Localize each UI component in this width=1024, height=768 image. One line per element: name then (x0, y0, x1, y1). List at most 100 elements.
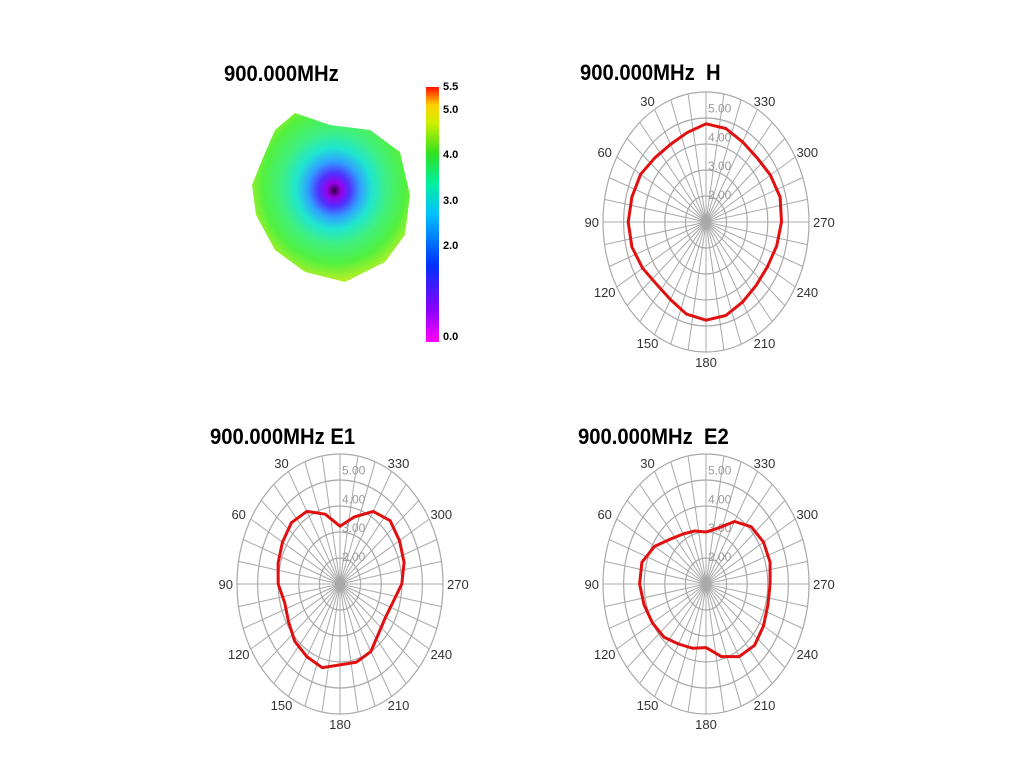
polar-spoke (705, 471, 758, 585)
radial-tick-label: 2.00 (708, 188, 732, 202)
polar-spoke (616, 221, 707, 288)
angle-tick-label: 330 (754, 94, 776, 109)
polar-spoke (705, 221, 796, 288)
polar-spoke (604, 583, 707, 608)
angle-tick-label: 90 (585, 577, 599, 592)
polar-spoke (705, 583, 808, 608)
polar-spoke (288, 471, 341, 585)
polar-spoke (670, 221, 707, 345)
angle-tick-label: 30 (640, 94, 654, 109)
polar-spoke (670, 461, 707, 585)
polar-spoke (616, 156, 707, 223)
polar-ring (318, 557, 362, 611)
heatmap-surface (252, 113, 410, 282)
radial-tick-label: 4.00 (342, 492, 366, 506)
polar-spoke (705, 583, 804, 629)
polar-spoke (242, 539, 341, 585)
polar-ring (664, 169, 748, 275)
angle-tick-label: 270 (813, 577, 835, 592)
angle-tick-label: 120 (594, 285, 616, 300)
polar-spoke (339, 518, 430, 585)
colorbar-tick-label: 0.0 (443, 331, 459, 343)
polar-spoke (604, 221, 707, 246)
polar-spoke (273, 583, 341, 684)
polar-spoke (250, 518, 341, 585)
polar-spoke (705, 156, 796, 223)
polar-spoke (339, 583, 359, 713)
polar-spoke (705, 221, 773, 322)
angle-tick-label: 150 (637, 336, 659, 351)
polar-spoke (626, 583, 707, 668)
polar-chart-e2: 5.004.003.002.00330300270240210180150120… (585, 453, 835, 732)
polar-spoke (260, 583, 341, 668)
polar-spoke (339, 471, 392, 585)
angle-tick-label: 240 (430, 647, 452, 662)
angle-tick-label: 300 (796, 145, 818, 160)
colorbar-tick-label: 5.0 (443, 103, 459, 116)
polar-ring (643, 143, 769, 301)
polar-e1-title: 900.000MHz E1 (210, 424, 356, 449)
polar-spoke (705, 221, 804, 267)
radial-tick-label: 3.00 (708, 159, 732, 173)
polar-spoke (339, 583, 376, 707)
polar-spoke (608, 177, 707, 223)
polar-spoke (639, 484, 707, 585)
radial-tick-label: 5.00 (708, 463, 732, 477)
colorbar (426, 87, 439, 342)
pattern-curve-e2 (638, 520, 772, 659)
polar-spoke (705, 122, 773, 223)
angle-tick-label: 150 (271, 698, 293, 713)
polar-spoke (705, 221, 758, 335)
heatmap-title: 900.000MHz (224, 61, 339, 86)
polar-spoke (604, 198, 707, 223)
polar-spoke (705, 177, 804, 223)
polar-ring (643, 505, 769, 663)
angle-tick-label: 180 (329, 717, 351, 732)
angle-tick-label: 210 (754, 336, 776, 351)
polar-ring (602, 91, 810, 353)
polar-spoke (626, 138, 707, 223)
polar-spoke (705, 93, 725, 223)
polar-spoke (687, 93, 707, 223)
polar-spoke (705, 221, 808, 246)
angle-tick-label: 60 (597, 507, 611, 522)
polar-spoke (273, 484, 341, 585)
radial-tick-label: 2.00 (342, 550, 366, 564)
polar-spoke (304, 461, 341, 585)
colorbar-tick-label: 2.0 (443, 240, 459, 253)
polar-chart-h: 5.00 4.00 3.00 2.00 330 300 270 240 210 180 150 120… (585, 91, 835, 370)
polar-spoke (705, 560, 808, 585)
polar-spoke (242, 583, 341, 629)
polar-e2-title: 900.000MHz E2 (578, 424, 729, 449)
radial-tick-label: 2.00 (708, 550, 732, 564)
polar-spoke (705, 461, 742, 585)
polar-spoke (705, 484, 773, 585)
angle-tick-label: 150 (637, 698, 659, 713)
polar-spoke (687, 221, 707, 351)
polar-spoke (339, 583, 438, 629)
polar-spoke (705, 221, 786, 306)
colorbar-tick-label: 5.5 (443, 81, 459, 93)
polar-spoke (321, 583, 341, 713)
polar-spoke (608, 221, 707, 267)
angle-tick-label: 180 (695, 717, 717, 732)
angle-tick-label: 330 (754, 456, 776, 471)
polar-ring (684, 557, 728, 611)
polar-spoke (654, 583, 707, 697)
polar-spoke (639, 583, 707, 684)
polar-spoke (705, 583, 742, 707)
polar-spoke (705, 99, 742, 223)
polar-h-title: 900.000MHz H (580, 60, 721, 85)
polar-spoke (288, 583, 341, 697)
polar-spoke (705, 455, 725, 585)
angle-tick-label: 30 (274, 456, 288, 471)
colorbar-tick-label: 3.0 (443, 194, 459, 207)
polar-spoke (260, 500, 341, 585)
angle-tick-label: 120 (228, 647, 250, 662)
angle-tick-label: 300 (430, 507, 452, 522)
angle-tick-label: 90 (219, 577, 233, 592)
polar-spoke (339, 484, 407, 585)
colorbar-tick-label: 4.0 (443, 149, 459, 162)
